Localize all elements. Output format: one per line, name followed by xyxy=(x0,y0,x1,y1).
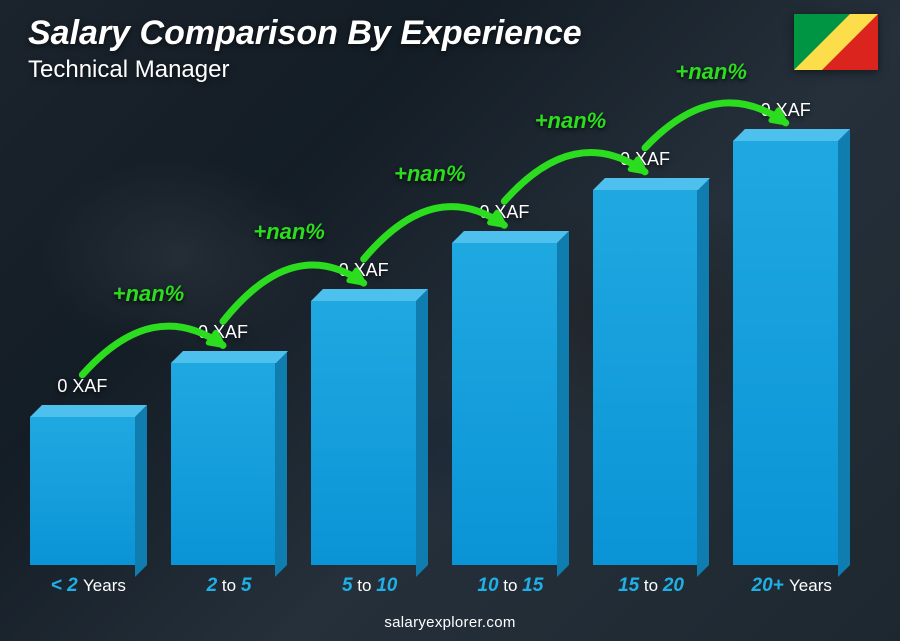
bar-chart-area: 0 XAF0 XAF0 XAF0 XAF0 XAF0 XAF +nan%+nan… xyxy=(30,120,850,565)
footer-watermark: salaryexplorer.com xyxy=(0,614,900,631)
x-axis-label: 2 to 5 xyxy=(171,575,288,597)
growth-percent-label: +nan% xyxy=(675,59,747,85)
x-axis-label: 5 to 10 xyxy=(311,575,428,597)
growth-arrow-icon xyxy=(30,120,850,565)
chart-container: Salary Comparison By Experience Technica… xyxy=(0,0,900,641)
x-axis-label: < 2 Years xyxy=(30,575,147,597)
x-axis-label: 20+ Years xyxy=(733,575,850,597)
x-axis-labels: < 2 Years 2 to 5 5 to 10 10 to 15 15 to 20 20… xyxy=(30,575,850,597)
chart-title: Salary Comparison By Experience xyxy=(28,14,582,53)
chart-subtitle: Technical Manager xyxy=(28,56,229,84)
country-flag-icon xyxy=(794,14,878,70)
x-axis-label: 15 to 20 xyxy=(593,575,710,597)
x-axis-label: 10 to 15 xyxy=(452,575,569,597)
